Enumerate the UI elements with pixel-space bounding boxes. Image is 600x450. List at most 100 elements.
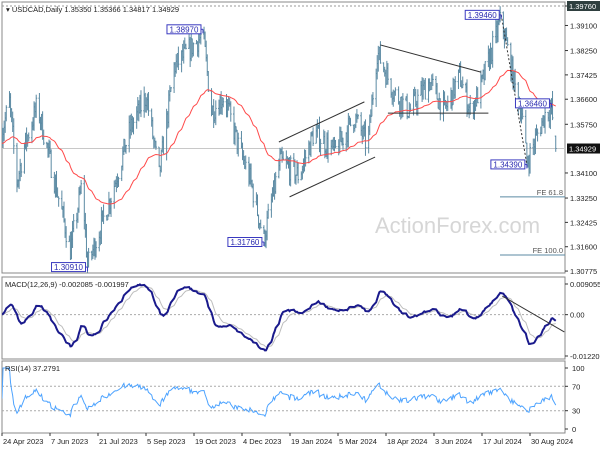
price-bar — [334, 139, 337, 149]
trendline[interactable] — [289, 156, 376, 198]
price-bar — [267, 203, 270, 219]
price-bar — [12, 118, 15, 154]
price-label-box[interactable] — [227, 237, 263, 247]
date-axis-label: 24 Apr 2023 — [3, 437, 43, 446]
price-bar — [312, 127, 315, 147]
price-bar — [476, 87, 479, 104]
price-bar — [27, 132, 30, 142]
price-label: 1.31760 — [230, 238, 259, 247]
price-bar — [349, 117, 352, 127]
price-label-box[interactable] — [464, 9, 500, 20]
price-bar — [102, 204, 105, 225]
price-bar — [431, 73, 434, 86]
price-bar — [5, 105, 8, 122]
price-bar — [319, 138, 322, 156]
price-label: 1.36460 — [518, 99, 547, 108]
price-label: 1.30910 — [54, 263, 83, 272]
fibonacci-label: FE 61.8 — [537, 188, 563, 197]
price-bar — [57, 196, 60, 207]
date-axis-label: 19 Jan 2024 — [291, 437, 332, 446]
macd-trendline[interactable] — [502, 295, 565, 333]
price-bar — [65, 226, 68, 248]
price-bar — [274, 171, 277, 194]
price-bar — [484, 61, 487, 81]
macd-line — [2, 283, 557, 352]
date-axis-label: 5 Sep 2023 — [147, 437, 185, 446]
price-bar — [446, 95, 449, 112]
price-axis-label: 1.32425 — [570, 218, 597, 227]
fibonacci-label: FE 100.0 — [533, 246, 563, 255]
price-bar — [297, 162, 300, 184]
trendline[interactable] — [500, 14, 528, 165]
moving-average-line — [2, 69, 556, 205]
price-bar — [521, 108, 524, 120]
price-bar — [491, 30, 494, 68]
price-bar — [304, 149, 307, 167]
trendline[interactable] — [380, 44, 482, 73]
price-bar — [20, 162, 23, 177]
price-axis-label: 1.33250 — [570, 194, 597, 203]
price-axis-label: 1.38250 — [570, 47, 597, 56]
price-axis-label: 1.36600 — [570, 95, 597, 104]
current-price-label: 1.34929 — [569, 145, 596, 154]
rsi-axis-label: 70 — [572, 382, 580, 391]
price-bar — [282, 151, 285, 160]
price-bar — [454, 76, 457, 99]
price-bar — [364, 119, 367, 156]
price-label: 1.34390 — [493, 160, 522, 169]
price-bar — [192, 42, 195, 57]
price-label-box[interactable] — [514, 98, 550, 109]
rsi-line — [2, 367, 557, 418]
date-axis-label: 17 Jul 2024 — [483, 437, 522, 446]
price-bar — [469, 94, 472, 115]
rsi-axis-label: 0 — [572, 425, 576, 434]
rsi-panel[interactable] — [1, 360, 566, 434]
price-bar — [80, 180, 83, 195]
date-axis-label: 5 Mar 2024 — [339, 437, 377, 446]
price-label-box[interactable] — [166, 24, 202, 35]
macd-axis-label: 0.009055 — [570, 280, 600, 289]
price-bar — [35, 94, 38, 118]
rsi-axis-label: 100 — [572, 364, 585, 373]
price-label: 1.38970 — [170, 25, 199, 34]
price-bar — [154, 140, 157, 150]
date-axis-label: 4 Dec 2023 — [243, 437, 281, 446]
price-bar — [132, 117, 135, 135]
price-bar — [177, 46, 180, 71]
price-bar — [87, 247, 90, 268]
price-bar — [169, 86, 172, 92]
top-price-label: 1.39760 — [569, 2, 596, 11]
macd-axis-label: 0.00 — [570, 311, 585, 320]
price-bar — [394, 87, 397, 96]
price-label-box[interactable] — [51, 262, 87, 273]
price-bar — [342, 137, 345, 150]
macd-label: MACD(12,26,9) -0.002085 -0.001997 — [5, 280, 129, 289]
price-bar — [222, 97, 225, 108]
date-axis-label: 18 Apr 2024 — [387, 437, 427, 446]
main-price-panel[interactable] — [1, 1, 566, 274]
top-price-badge — [567, 1, 600, 11]
price-bar — [379, 41, 382, 64]
price-bar — [162, 136, 165, 155]
price-bar — [50, 149, 53, 179]
price-bar — [147, 91, 150, 116]
macd-panel[interactable] — [1, 276, 566, 360]
date-axis-label: 21 Jul 2023 — [99, 437, 138, 446]
price-axis-label: 1.31600 — [570, 243, 597, 252]
price-bar — [42, 129, 45, 146]
price-bar — [214, 100, 217, 126]
current-price-badge — [567, 143, 600, 154]
rsi-axis-label: 30 — [572, 407, 580, 416]
price-label: 1.39460 — [468, 11, 497, 20]
price-bar — [529, 143, 532, 174]
price-axis-label: 1.37425 — [570, 71, 597, 80]
trendline[interactable] — [278, 101, 365, 143]
price-bar — [506, 37, 509, 47]
rsi-label: RSI(14) 37.2791 — [5, 364, 60, 373]
price-bar — [356, 114, 359, 120]
price-bar — [207, 71, 210, 92]
price-label-box[interactable] — [490, 159, 526, 170]
price-bar — [259, 219, 262, 229]
price-bar — [544, 106, 547, 134]
